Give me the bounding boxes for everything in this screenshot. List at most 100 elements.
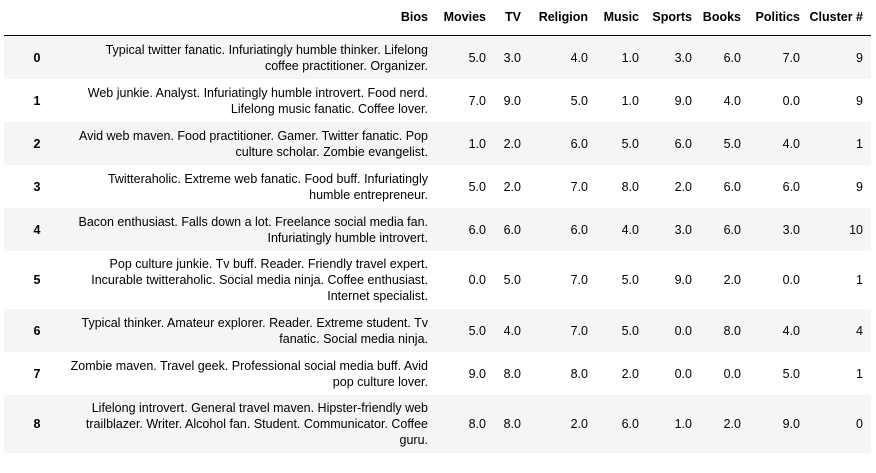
bios-cell: Lifelong introvert. General travel maven… [85,401,428,447]
music-cell: 1.0 [621,50,639,65]
politics-cell: 4.0 [782,136,800,151]
table-row: 0 Typical twitter fanatic. Infuriatingly… [4,35,871,79]
header-politics: Politics [749,0,808,36]
sports-cell: 0.0 [674,323,692,338]
books-cell: 6.0 [723,50,741,65]
movies-cell: 5.0 [468,179,486,194]
row-index: 6 [33,323,41,338]
politics-cell: 7.0 [782,50,800,65]
sports-cell: 6.0 [674,136,692,151]
tv-cell: 8.0 [503,417,521,431]
cluster-cell: 1 [856,273,863,287]
tv-cell: 8.0 [503,366,521,381]
header-books: Books [700,0,749,36]
table-body: 0 Typical twitter fanatic. Infuriatingly… [4,35,871,453]
music-cell: 8.0 [621,179,639,194]
politics-cell: 3.0 [782,222,800,237]
header-sports: Sports [647,0,700,36]
sports-cell: 1.0 [674,417,692,431]
music-cell: 5.0 [621,323,639,338]
music-cell: 6.0 [621,417,639,431]
politics-cell: 4.0 [782,323,800,338]
movies-cell: 1.0 [468,136,486,151]
header-bios: Bios [70,0,436,36]
sports-cell: 2.0 [674,179,692,194]
row-index: 3 [33,179,41,194]
religion-cell: 6.0 [570,136,588,151]
books-cell: 6.0 [723,222,741,237]
religion-cell: 7.0 [570,179,588,194]
cluster-cell: 0 [856,417,863,431]
bios-cell: Typical thinker. Amateur explorer. Reade… [81,315,428,346]
bios-cell: Twitteraholic. Extreme web fanatic. Food… [107,171,428,202]
music-cell: 5.0 [621,136,639,151]
books-cell: 2.0 [723,273,741,287]
movies-cell: 5.0 [468,323,486,338]
row-index: 1 [33,93,41,108]
tv-cell: 5.0 [503,273,521,287]
table-row: 2 Avid web maven. Food practitioner. Gam… [4,122,871,165]
bios-cell: Web junkie. Analyst. Infuriatingly humbl… [87,85,428,116]
books-cell: 0.0 [723,366,741,381]
bios-cell: Bacon enthusiast. Falls down a lot. Free… [78,214,429,245]
row-index: 2 [33,136,41,151]
bios-cell: Avid web maven. Food practitioner. Gamer… [78,128,428,159]
books-cell: 5.0 [723,136,741,151]
religion-cell: 6.0 [570,222,588,237]
table-row: 5 Pop culture junkie. Tv buff. Reader. F… [4,251,871,309]
music-cell: 1.0 [621,93,639,108]
books-cell: 8.0 [723,323,741,338]
dataframe-table: Bios Movies TV Religion Music Sports Boo… [4,0,871,453]
movies-cell: 6.0 [468,222,486,237]
religion-cell: 8.0 [570,366,588,381]
sports-cell: 9.0 [674,93,692,108]
movies-cell: 9.0 [468,366,486,381]
bios-cell: Typical twitter fanatic. Infuriatingly h… [105,42,428,73]
header-row: Bios Movies TV Religion Music Sports Boo… [4,0,871,36]
row-index: 5 [33,273,41,287]
books-cell: 4.0 [723,93,741,108]
bios-cell: Pop culture junkie. Tv buff. Reader. Fri… [91,257,428,303]
music-cell: 2.0 [621,366,639,381]
sports-cell: 3.0 [674,222,692,237]
header-tv: TV [494,0,529,36]
music-cell: 5.0 [621,273,639,287]
movies-cell: 8.0 [468,417,486,431]
row-index: 4 [33,222,41,237]
row-index: 8 [33,417,41,431]
sports-cell: 0.0 [674,366,692,381]
tv-cell: 9.0 [503,93,521,108]
cluster-cell: 1 [856,136,863,151]
cluster-cell: 4 [856,323,863,338]
tv-cell: 2.0 [503,136,521,151]
cluster-cell: 9 [856,179,863,194]
bios-cell: Zombie maven. Travel geek. Professional … [70,358,428,389]
cluster-cell: 9 [856,50,863,65]
tv-cell: 4.0 [503,323,521,338]
religion-cell: 5.0 [570,93,588,108]
religion-cell: 4.0 [570,50,588,65]
sports-cell: 3.0 [674,50,692,65]
movies-cell: 5.0 [468,50,486,65]
header-music: Music [596,0,647,36]
books-cell: 6.0 [723,179,741,194]
header-cluster: Cluster # [808,0,871,36]
table-row: 3 Twitteraholic. Extreme web fanatic. Fo… [4,165,871,208]
header-religion: Religion [529,0,596,36]
table-header: Bios Movies TV Religion Music Sports Boo… [4,0,871,36]
religion-cell: 7.0 [570,323,588,338]
tv-cell: 2.0 [503,179,521,194]
sports-cell: 9.0 [674,273,692,287]
politics-cell: 0.0 [782,93,800,108]
politics-cell: 6.0 [782,179,800,194]
row-index: 0 [33,50,41,65]
table-row: 4 Bacon enthusiast. Falls down a lot. Fr… [4,208,871,251]
religion-cell: 7.0 [570,273,588,287]
movies-cell: 0.0 [468,273,486,287]
tv-cell: 3.0 [503,50,521,65]
music-cell: 4.0 [621,222,639,237]
header-index [4,0,70,36]
cluster-cell: 10 [849,222,863,237]
table-row: 1 Web junkie. Analyst. Infuriatingly hum… [4,79,871,122]
table-row: 8 Lifelong introvert. General travel mav… [4,395,871,453]
